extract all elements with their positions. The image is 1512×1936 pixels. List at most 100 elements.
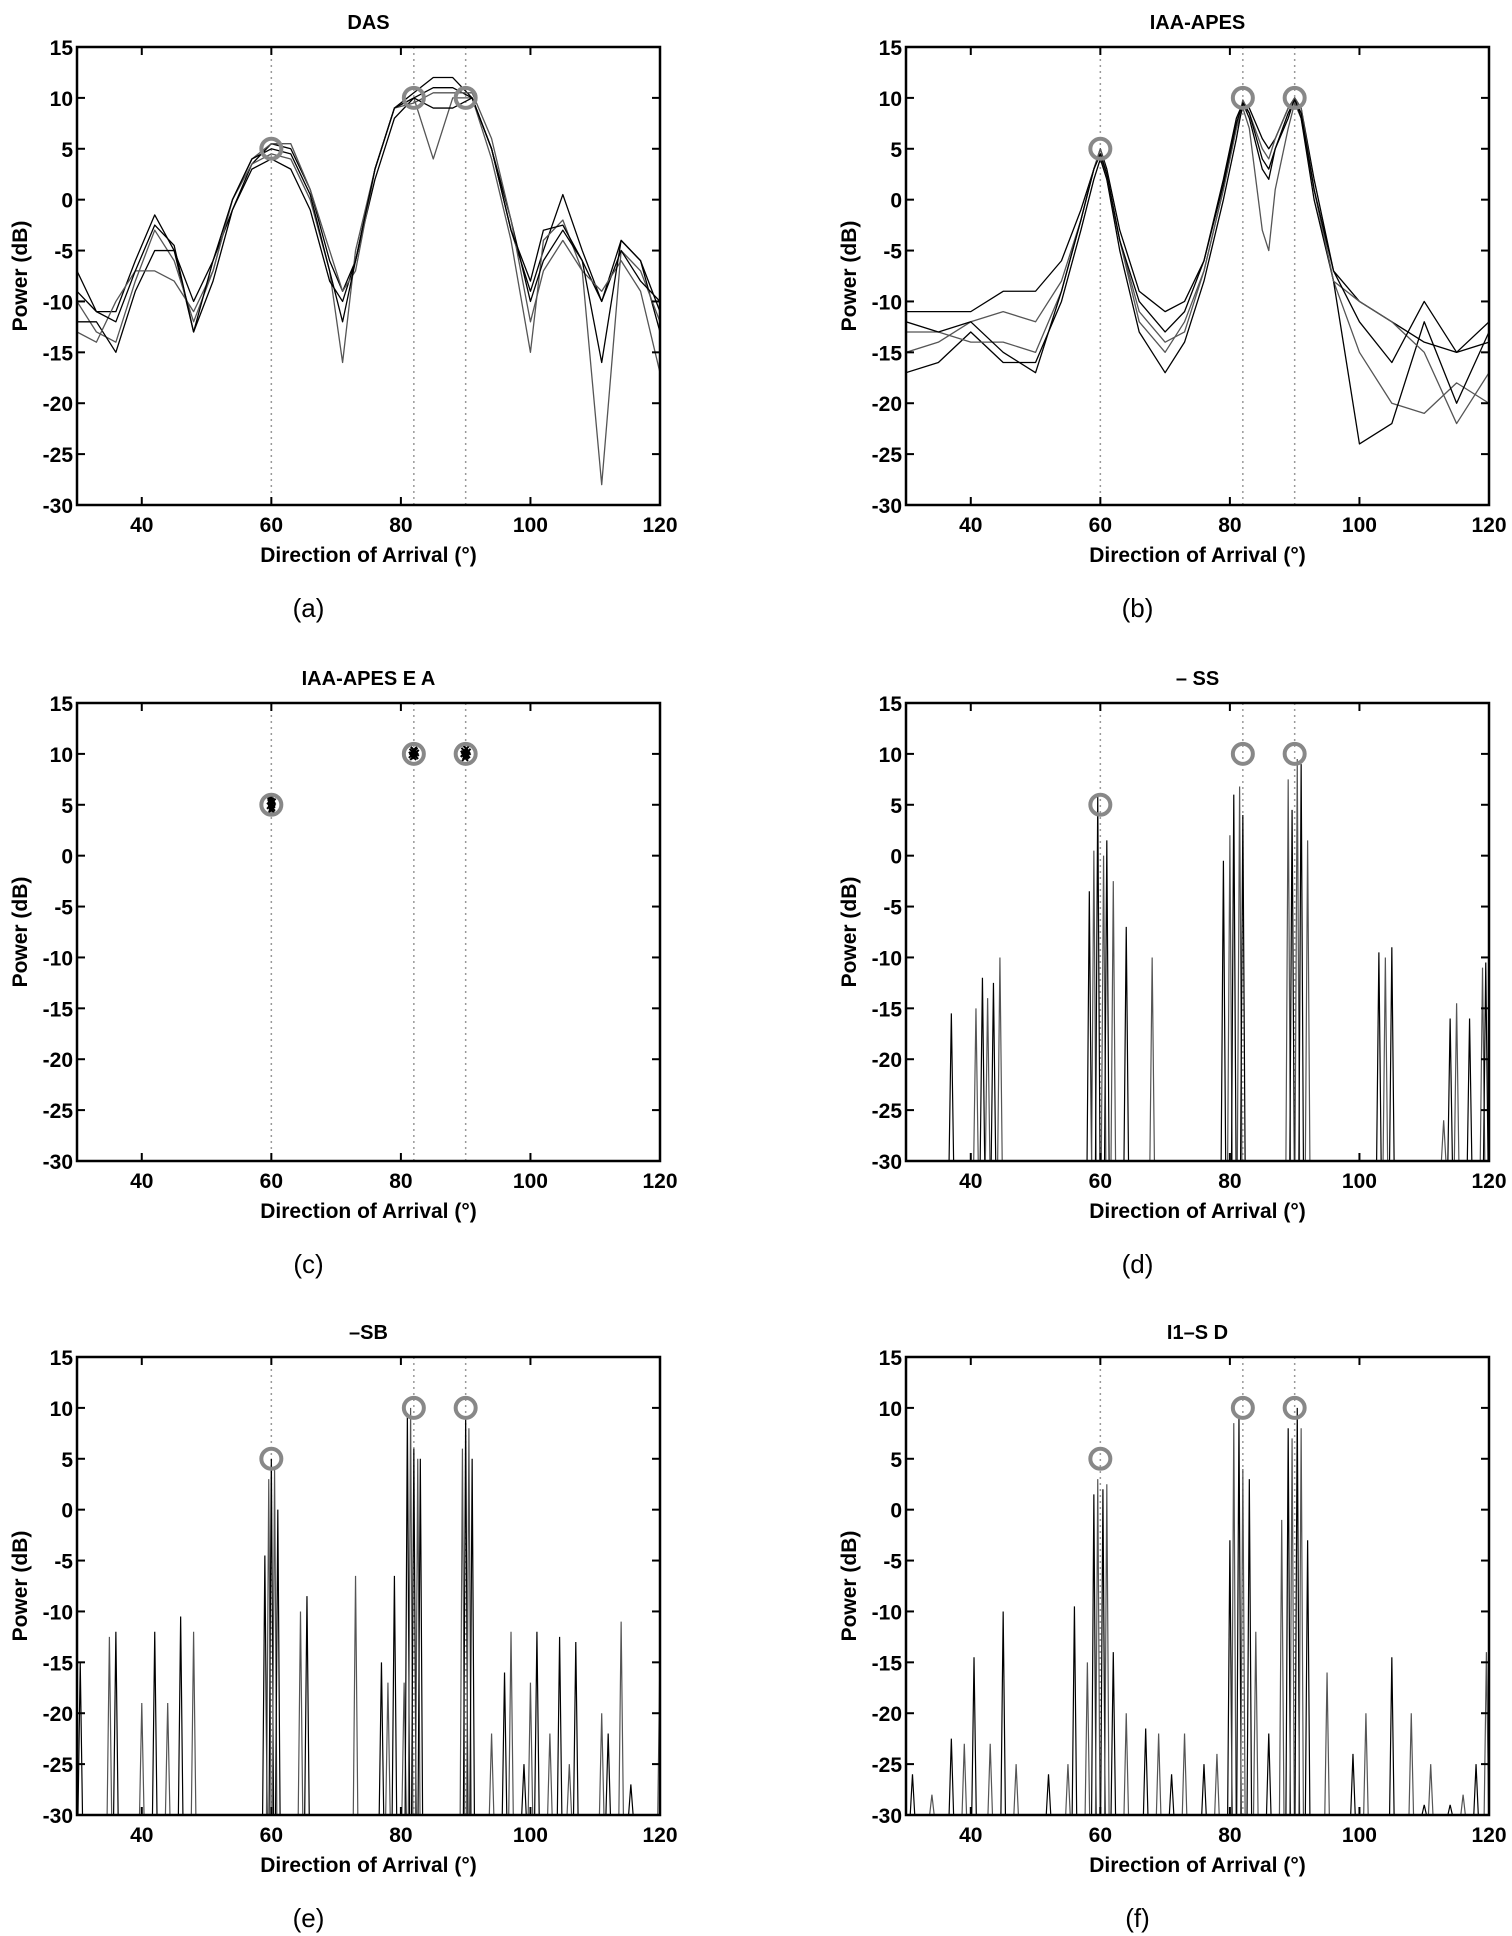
y-tick-label: -25 <box>43 1754 74 1777</box>
spike-mark <box>1289 809 1295 1161</box>
spike-mark <box>469 1458 476 1815</box>
spike-mark <box>1220 860 1227 1161</box>
spike-mark <box>1149 957 1156 1161</box>
spike-mark <box>1230 1423 1237 1815</box>
true-source-marker <box>401 85 426 110</box>
chart-title: – SS <box>1176 668 1219 690</box>
spike-mark <box>605 1733 612 1815</box>
y-tick-label: 10 <box>50 744 73 767</box>
spike-mark <box>1421 1804 1428 1815</box>
y-tick-label: -30 <box>872 495 902 518</box>
spike-mark <box>352 1575 359 1815</box>
spike-mark <box>1324 1672 1330 1815</box>
plot-area <box>948 703 1489 1161</box>
spike-mark <box>1071 1606 1078 1815</box>
panel-label: (b) <box>1122 593 1154 623</box>
estimate-point <box>268 801 276 809</box>
x-tick-label: 40 <box>130 514 153 537</box>
y-tick-label: 15 <box>50 693 74 716</box>
true-source-marker <box>401 741 426 766</box>
spike-mark <box>1294 1407 1301 1815</box>
y-tick-label: -20 <box>872 393 902 416</box>
spike-mark <box>190 1631 197 1815</box>
spike-mark <box>501 1672 508 1815</box>
y-tick-label: -5 <box>883 897 902 920</box>
y-tick-label: -25 <box>872 1100 903 1123</box>
spike-mark <box>304 1596 310 1815</box>
y-tick-label: -5 <box>54 897 73 920</box>
spike-mark <box>1376 952 1382 1161</box>
true-source-marker <box>401 1395 426 1420</box>
spike-mark <box>1000 1611 1007 1815</box>
spike-mark <box>572 1641 579 1815</box>
spike-mark <box>164 1703 171 1815</box>
true-source-marker <box>1230 85 1255 110</box>
true-source-marker <box>1282 85 1307 110</box>
x-tick-label: 100 <box>513 1824 548 1847</box>
x-tick-label: 40 <box>959 1824 982 1847</box>
x-tick-label: 120 <box>1471 1824 1506 1847</box>
y-tick-label: -5 <box>54 241 73 264</box>
y-tick-label: -15 <box>872 1652 903 1675</box>
spike-mark <box>1239 1468 1246 1815</box>
y-axis-label: Power (dB) <box>838 877 861 988</box>
spike-mark <box>1466 1018 1473 1161</box>
x-axis-label: Direction of Arrival (°) <box>1089 1200 1305 1223</box>
spike-mark <box>1201 1764 1207 1815</box>
axes-frame <box>75 1355 662 1817</box>
spike-mark <box>1440 1120 1447 1161</box>
spike-mark <box>1214 1753 1220 1815</box>
chart-title: IAA-APES <box>1150 12 1246 34</box>
spike-mark <box>990 982 997 1161</box>
y-tick-label: -30 <box>872 1805 902 1828</box>
true-source-marker <box>453 741 478 766</box>
plot-area <box>77 1357 660 1815</box>
spike-mark <box>77 1662 84 1815</box>
y-tick-label: 15 <box>50 37 74 60</box>
y-tick-label: 10 <box>50 1398 73 1421</box>
y-tick-label: -20 <box>43 1049 73 1072</box>
panel-label: (d) <box>1122 1249 1154 1279</box>
y-tick-label: -15 <box>43 998 74 1021</box>
spike-mark <box>1285 779 1292 1161</box>
trace-line <box>906 97 1489 425</box>
x-tick-label: 40 <box>959 1170 982 1193</box>
x-tick-label: 80 <box>389 514 412 537</box>
spike-mark <box>1427 1764 1434 1815</box>
subplot-f: 40 60 80 100 120 15 10 5 0 -5 -10 -15 -20 -25 -30 I1–S … <box>838 1322 1507 1933</box>
y-tick-label: -30 <box>43 1805 73 1828</box>
y-axis-label: Power (dB) <box>838 1531 861 1642</box>
spike-mark <box>1447 1018 1454 1161</box>
true-source-marker <box>259 792 284 817</box>
x-tick-label: 100 <box>513 514 548 537</box>
y-tick-label: -25 <box>43 1100 74 1123</box>
x-tick-label: 40 <box>130 1170 153 1193</box>
x-axis-label: Direction of Arrival (°) <box>1089 544 1305 567</box>
y-tick-label: 5 <box>890 1449 902 1472</box>
y-tick-label: 10 <box>879 744 902 767</box>
spike-mark <box>987 1743 994 1815</box>
spike-mark <box>1388 947 1395 1161</box>
trace-line <box>906 99 1489 374</box>
spike-mark <box>598 1713 605 1815</box>
y-tick-label: -10 <box>43 291 73 314</box>
true-source-marker <box>1088 792 1113 817</box>
y-tick-label: -10 <box>872 1601 902 1624</box>
spike-mark <box>984 998 991 1161</box>
x-tick-label: 120 <box>1471 1170 1506 1193</box>
y-tick-label: -20 <box>43 1703 73 1726</box>
x-tick-label: 80 <box>389 1824 412 1847</box>
true-source-marker <box>259 136 284 161</box>
chart-title: DAS <box>347 12 389 34</box>
y-tick-label: 5 <box>61 1449 73 1472</box>
spike-mark <box>1123 1713 1130 1815</box>
true-source-marker <box>259 1446 284 1471</box>
estimate-point <box>408 751 416 759</box>
trace-line <box>77 87 660 353</box>
panel-label: (a) <box>293 593 325 623</box>
y-tick-label: -30 <box>43 1151 73 1174</box>
spike-mark <box>1482 962 1489 1161</box>
x-tick-label: 60 <box>1089 1824 1112 1847</box>
spike-mark <box>488 1733 495 1815</box>
x-axis-label: Direction of Arrival (°) <box>260 544 476 567</box>
